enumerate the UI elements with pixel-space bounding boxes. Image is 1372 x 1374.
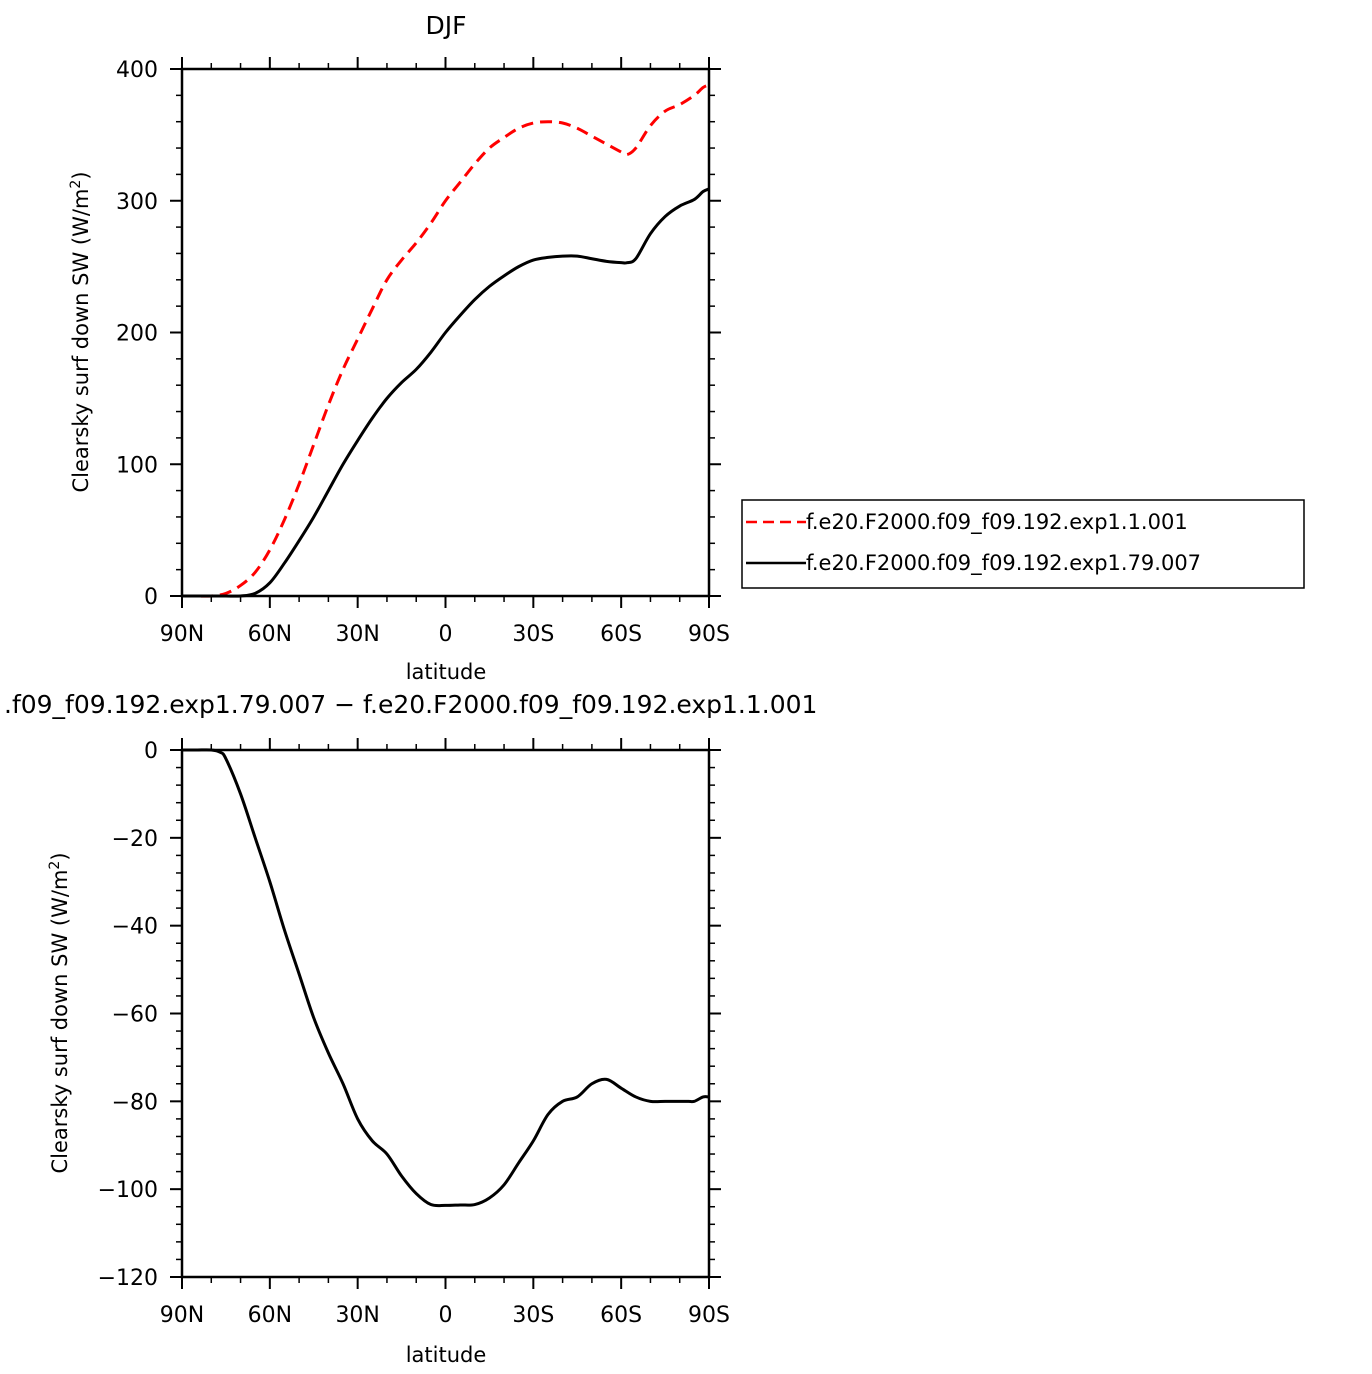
bottom-y-tick-label: −40 — [112, 915, 158, 940]
top-x-tick-label: 90S — [688, 622, 730, 647]
bottom-x-tick-label: 60S — [600, 1303, 642, 1328]
bottom-axis-ticks: 90N 60N 30N 0 30S 60S 90S −120 −100 −80 −60 −40 −20 0 — [98, 738, 730, 1328]
legend-label-series-1: f.e20.F2000.f09_f09.192.exp1.1.001 — [806, 510, 1188, 535]
top-x-tick-label: 0 — [439, 622, 453, 647]
bottom-x-tick-label: 0 — [439, 1303, 453, 1328]
bottom-series-line-1 — [182, 748, 710, 1208]
top-x-tick-label: 60S — [600, 622, 642, 647]
bottom-y-tick-label: −120 — [98, 1266, 158, 1291]
bottom-y-tick-label: 0 — [144, 739, 158, 764]
top-x-tick-label: 60N — [248, 622, 292, 647]
bottom-y-tick-label: −20 — [112, 827, 158, 852]
bottom-x-axis-label: latitude — [406, 1343, 487, 1367]
top-chart-title: DJF — [425, 11, 466, 40]
top-axis-ticks: 90N 60N 30N 0 30S 60S 90S 0 100 200 300 400 — [116, 57, 730, 647]
top-y-tick-label: 0 — [144, 585, 158, 610]
bottom-series-group — [182, 748, 710, 1208]
top-series-group — [181, 83, 710, 598]
bottom-y-tick-label: −80 — [112, 1090, 158, 1115]
bottom-chart-title: .f09_f09.192.exp1.79.007 − f.e20.F2000.f… — [4, 690, 817, 719]
bottom-x-tick-label: 90N — [160, 1303, 204, 1328]
top-series-line-1 — [181, 83, 710, 598]
top-x-tick-label: 30N — [335, 622, 379, 647]
bottom-x-tick-label: 90S — [688, 1303, 730, 1328]
bottom-plot-frame — [180, 748, 711, 1279]
top-panel: DJF 90N 60N 30N 0 30S 60S 90S 0 100 200 300 400 lat… — [68, 11, 730, 684]
bottom-y-tick-label: −60 — [112, 1003, 158, 1028]
top-series-line-2 — [181, 187, 710, 598]
legend-box — [741, 499, 1305, 589]
bottom-x-tick-label: 30N — [335, 1303, 379, 1328]
top-y-tick-label: 200 — [116, 322, 158, 347]
bottom-y-axis-label: Clearsky surf down SW (W/m2) — [47, 852, 72, 1173]
top-y-axis-label: Clearsky surf down SW (W/m2) — [68, 171, 93, 492]
legend-label-series-2: f.e20.F2000.f09_f09.192.exp1.79.007 — [806, 551, 1201, 576]
bottom-x-tick-label: 60N — [248, 1303, 292, 1328]
top-x-tick-label: 90N — [160, 622, 204, 647]
legend: f.e20.F2000.f09_f09.192.exp1.1.001 f.e20… — [741, 499, 1305, 589]
top-y-tick-label: 300 — [116, 190, 158, 215]
bottom-x-tick-label: 30S — [512, 1303, 554, 1328]
top-y-tick-label: 100 — [116, 453, 158, 478]
bottom-y-tick-label: −100 — [98, 1178, 158, 1203]
top-x-axis-label: latitude — [406, 660, 487, 684]
top-y-tick-label: 400 — [116, 58, 158, 83]
bottom-panel: .f09_f09.192.exp1.79.007 − f.e20.F2000.f… — [4, 690, 817, 1367]
top-x-tick-label: 30S — [512, 622, 554, 647]
